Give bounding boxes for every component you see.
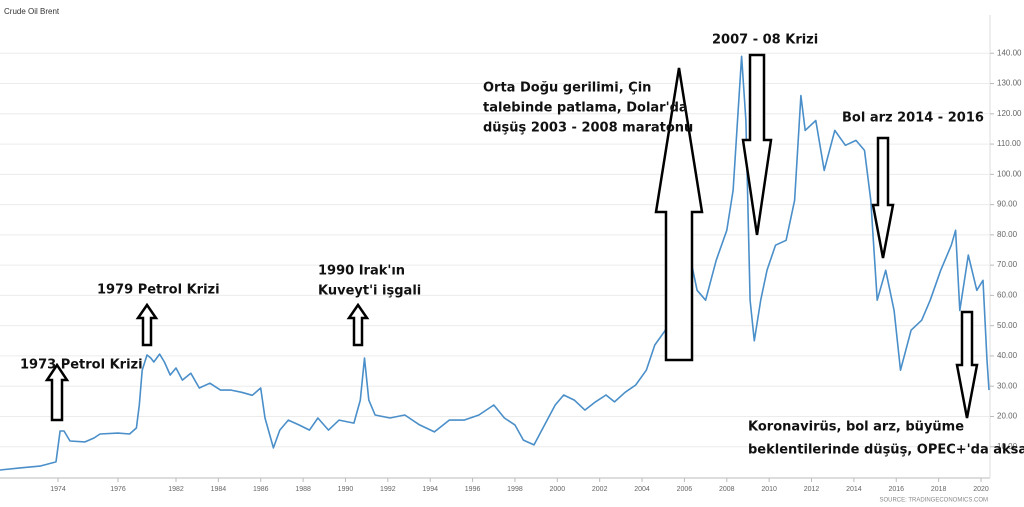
arrows <box>44 53 979 422</box>
y-tick-label: 120.00 <box>997 109 1022 118</box>
x-tick-label: 2016 <box>888 486 904 493</box>
x-tick-label: 1982 <box>168 486 184 493</box>
annotation: Koronavirüs, bol arz, büyüme <box>748 420 964 435</box>
x-tick-label: 1988 <box>295 486 311 493</box>
y-tick-label: 50.00 <box>997 321 1018 330</box>
annotation: 1990 Irak'ın <box>318 264 405 279</box>
annotation: Orta Doğu gerilimi, Çin <box>483 81 651 96</box>
annotation: düşüş 2003 - 2008 maratonu <box>483 121 693 136</box>
arrow-up <box>654 67 704 362</box>
x-tick-label: 2014 <box>846 486 862 493</box>
y-tick-label: 140.00 <box>997 48 1022 57</box>
x-tick-label: 1974 <box>50 486 66 493</box>
x-tick-label: 2020 <box>973 486 989 493</box>
annotation: beklentilerinde düşüş, OPEC+'da aksaklık <box>748 443 1024 458</box>
x-tick-label: 2012 <box>804 486 820 493</box>
x-tick-label: 2004 <box>634 486 650 493</box>
arrow-up <box>346 302 370 347</box>
arrow-down <box>955 310 979 419</box>
x-tick-label: 2002 <box>592 486 608 493</box>
x-tick-label: 1992 <box>380 486 396 493</box>
source: SOURCE: TRADINGECONOMICS.COM <box>879 498 988 504</box>
x-tick-label: 1976 <box>110 486 126 493</box>
y-tick-label: 40.00 <box>997 351 1018 360</box>
arrow-up <box>135 302 159 347</box>
x-tick-label: 2018 <box>931 486 947 493</box>
y-tick-label: 70.00 <box>997 260 1018 269</box>
x-tick-label: 2000 <box>550 486 566 493</box>
x-tick-label: 1994 <box>422 486 438 493</box>
annotation: 2007 - 08 Krizi <box>712 33 818 48</box>
y-tick-label: 60.00 <box>997 291 1018 300</box>
price-line <box>0 55 990 471</box>
x-tick-label: 2006 <box>677 486 693 493</box>
arrow-down <box>871 136 895 259</box>
y-tick-label: 100.00 <box>997 169 1022 178</box>
chart-title: Crude Oil Brent <box>4 7 60 16</box>
annotation: Bol arz 2014 - 2016 <box>842 111 984 126</box>
x-tick-label: 1990 <box>338 486 354 493</box>
y-tick-label: 130.00 <box>997 79 1022 88</box>
x-tick-label: 1986 <box>253 486 269 493</box>
x-tick-label: 1998 <box>507 486 523 493</box>
y-tick-label: 10.00 <box>997 442 1018 451</box>
annotation: 1979 Petrol Krizi <box>97 283 220 298</box>
y-tick-label: 30.00 <box>997 381 1018 390</box>
y-tick-label: 20.00 <box>997 412 1018 421</box>
annotation: Kuveyt'i işgali <box>318 284 421 299</box>
x-tick-label: 1996 <box>465 486 481 493</box>
y-tick-label: 110.00 <box>997 139 1021 148</box>
arrow-up <box>44 362 70 422</box>
x-tick-label: 2010 <box>761 486 777 493</box>
x-tick-label: 1984 <box>211 486 227 493</box>
annotation: talebinde patlama, Dolar'da <box>483 101 688 116</box>
annotation: 1973 Petrol Krizi <box>20 358 143 373</box>
arrow-down <box>741 53 773 236</box>
x-tick-label: 2008 <box>719 486 735 493</box>
y-tick-label: 90.00 <box>997 200 1018 209</box>
y-tick-label: 80.00 <box>997 230 1018 239</box>
